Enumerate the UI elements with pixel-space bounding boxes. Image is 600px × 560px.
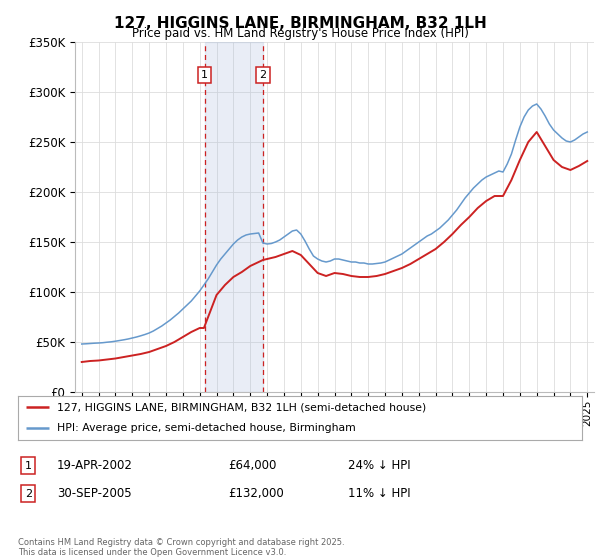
Text: 127, HIGGINS LANE, BIRMINGHAM, B32 1LH (semi-detached house): 127, HIGGINS LANE, BIRMINGHAM, B32 1LH (… — [58, 402, 427, 412]
Text: 1: 1 — [25, 461, 32, 471]
Text: HPI: Average price, semi-detached house, Birmingham: HPI: Average price, semi-detached house,… — [58, 423, 356, 433]
Text: £64,000: £64,000 — [228, 459, 277, 473]
Bar — [205, 42, 263, 392]
Text: Contains HM Land Registry data © Crown copyright and database right 2025.
This d: Contains HM Land Registry data © Crown c… — [18, 538, 344, 557]
Text: 1: 1 — [201, 70, 208, 80]
Text: 24% ↓ HPI: 24% ↓ HPI — [348, 459, 410, 473]
Text: 30-SEP-2005: 30-SEP-2005 — [57, 487, 131, 501]
Text: 19-APR-2002: 19-APR-2002 — [57, 459, 133, 473]
Text: Price paid vs. HM Land Registry's House Price Index (HPI): Price paid vs. HM Land Registry's House … — [131, 27, 469, 40]
Text: 127, HIGGINS LANE, BIRMINGHAM, B32 1LH: 127, HIGGINS LANE, BIRMINGHAM, B32 1LH — [113, 16, 487, 31]
Text: 2: 2 — [259, 70, 266, 80]
Text: 2: 2 — [25, 489, 32, 499]
Text: 11% ↓ HPI: 11% ↓ HPI — [348, 487, 410, 501]
Text: £132,000: £132,000 — [228, 487, 284, 501]
